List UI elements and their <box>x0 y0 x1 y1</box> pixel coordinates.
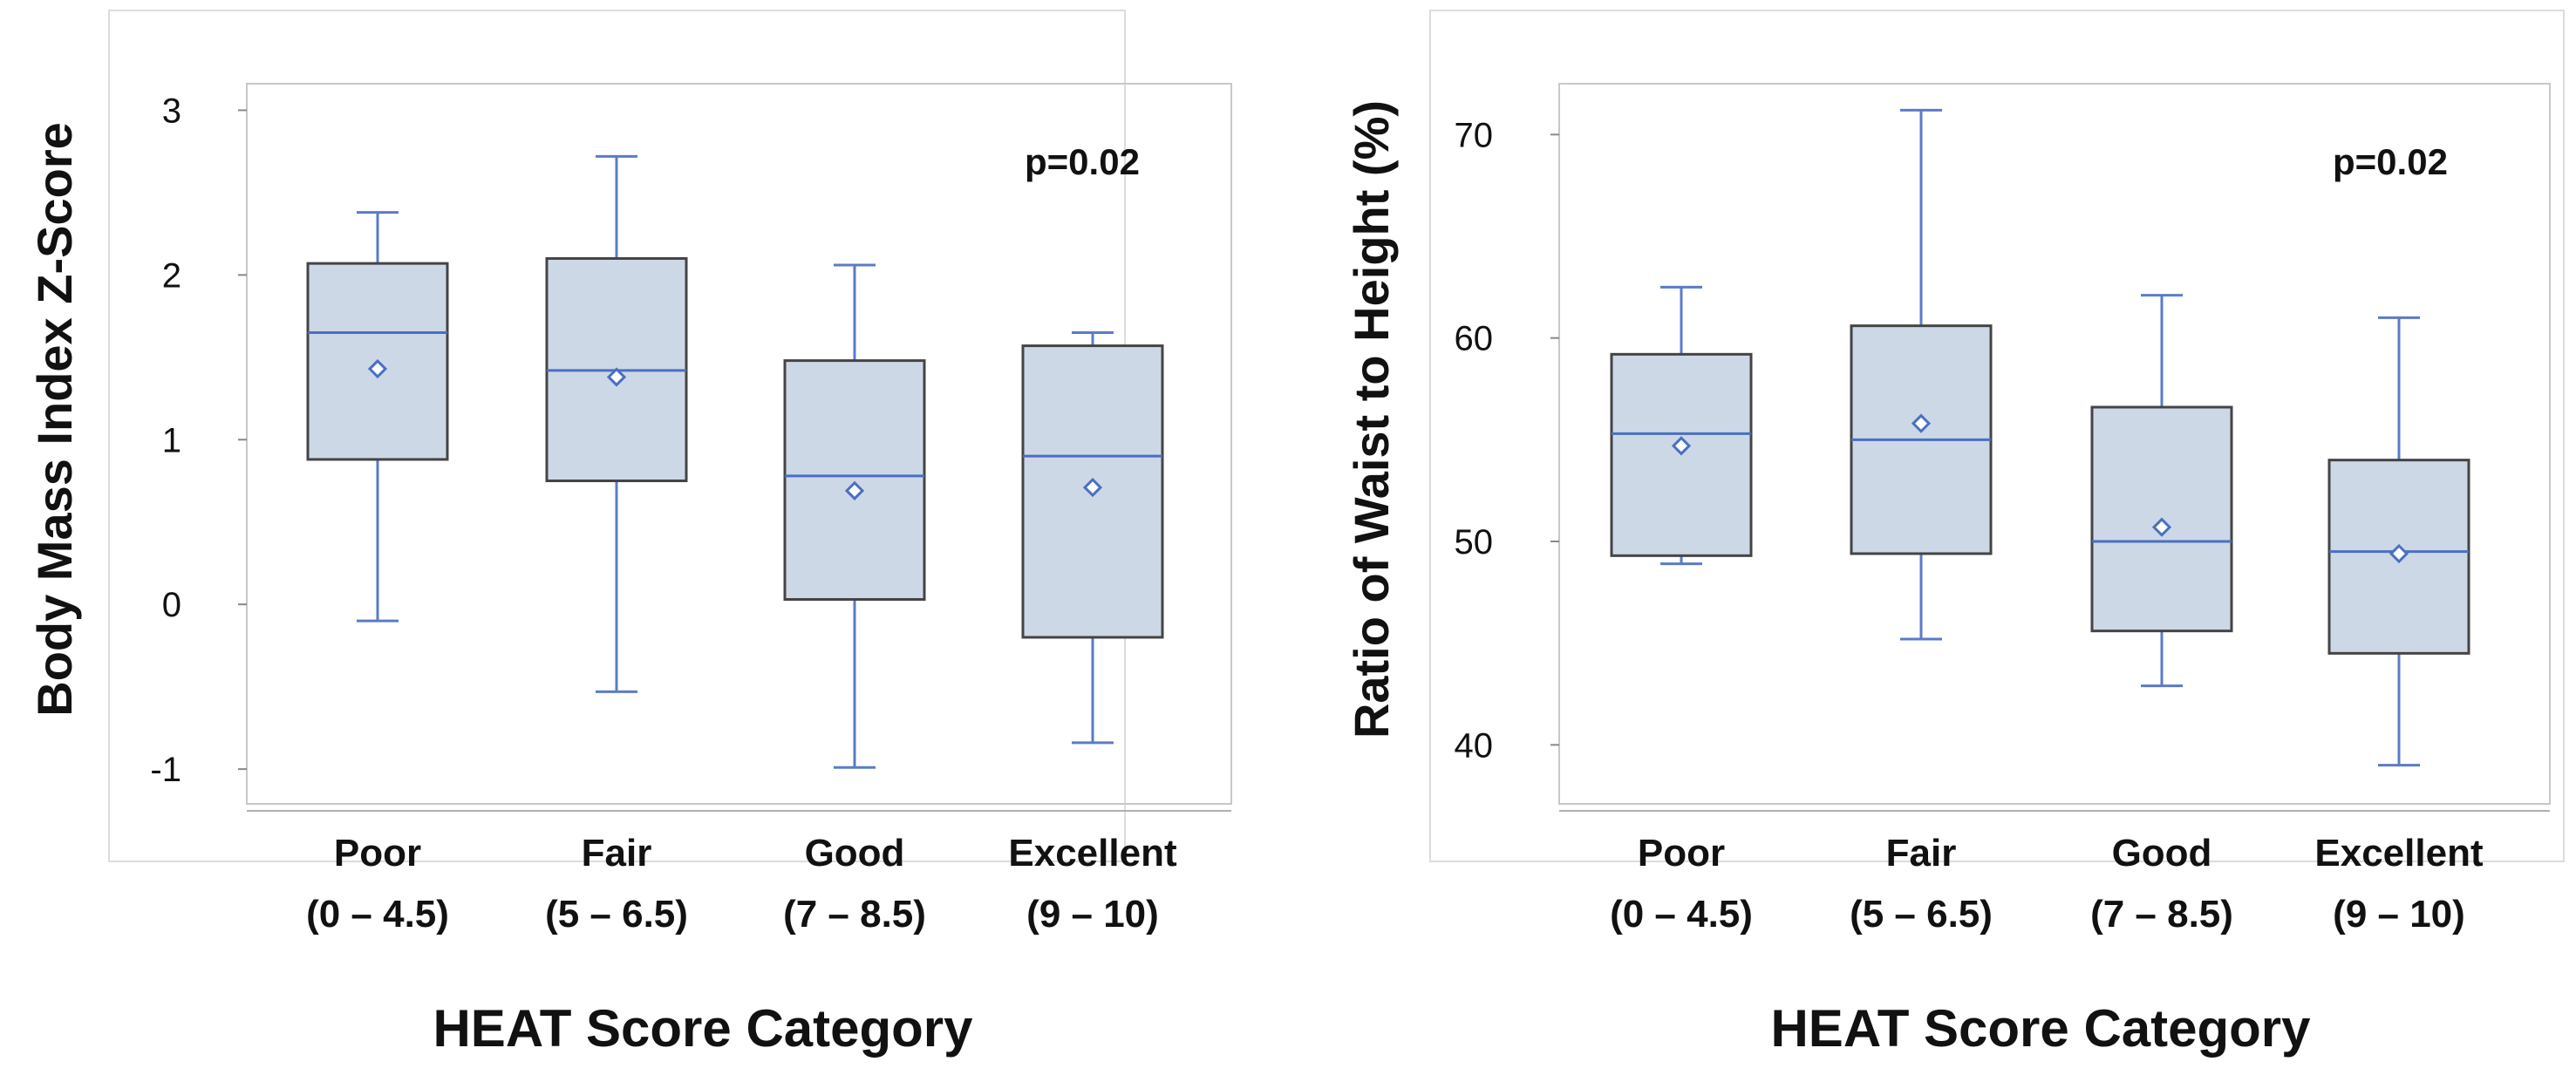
y-axis-title: Ratio of Waist to Height (%) <box>1344 100 1399 738</box>
box-good <box>783 263 926 769</box>
box-poor <box>1610 285 1753 566</box>
category-label: Good <box>805 832 905 874</box>
box-excellent <box>1021 330 1164 745</box>
x-axis-title: HEAT Score Category <box>433 999 973 1058</box>
plot-area <box>246 83 1232 805</box>
y-tick-label: 60 <box>1455 320 1494 358</box>
y-tick-label: 50 <box>1455 523 1494 561</box>
y-axis-title: Body Mass Index Z-Score <box>27 122 82 717</box>
category-range: (7 – 8.5) <box>783 893 926 936</box>
mean-marker <box>606 367 627 387</box>
y-tick-label: 0 <box>162 586 181 624</box>
mean-marker <box>2151 517 2172 537</box>
category-label: Poor <box>334 832 421 874</box>
p-value-annotation: p=0.02 <box>2333 141 2448 182</box>
category-range: (5 – 6.5) <box>1850 893 1993 936</box>
category-range: (0 – 4.5) <box>1610 893 1753 936</box>
category-range: (7 – 8.5) <box>2090 893 2233 936</box>
category-label: Poor <box>1638 832 1725 874</box>
box-good <box>2090 294 2233 688</box>
category-range: (5 – 6.5) <box>545 893 688 936</box>
category-range: (9 – 10) <box>2333 893 2465 936</box>
box-fair <box>545 154 688 693</box>
y-tick-label: 70 <box>1455 116 1494 154</box>
x-axis-title: HEAT Score Category <box>1770 999 2311 1058</box>
category-range: (0 – 4.5) <box>306 893 449 936</box>
mean-marker <box>367 358 388 379</box>
mean-marker <box>1911 413 1932 433</box>
chart-panel-2: 70 60 50 40 Poor (0 – 4.5) Fair (5 – 6.5) Good (7… <box>1344 10 2565 1058</box>
panel-frame <box>1429 10 2565 862</box>
y-tick-label: 3 <box>162 92 181 130</box>
category-range: (9 – 10) <box>1026 893 1159 936</box>
box-poor <box>306 211 449 623</box>
y-tick-label: 2 <box>162 256 181 295</box>
box-fair <box>1850 108 1993 641</box>
mean-marker <box>1082 477 1103 498</box>
y-tick-label: 1 <box>162 421 181 459</box>
category-label: Excellent <box>2314 832 2484 874</box>
category-label: Fair <box>582 832 652 874</box>
category-label: Fair <box>1886 832 1957 874</box>
category-label: Good <box>2112 832 2212 874</box>
mean-marker <box>1671 436 1692 456</box>
mean-marker <box>2389 543 2409 564</box>
mean-marker <box>844 480 865 500</box>
chart-panel-1: 3 2 1 0 -1 Poor (0 – 4.5) Fair (5 – 6.5) Good (7 –… <box>27 10 1232 1058</box>
y-tick-label: -1 <box>150 751 181 789</box>
category-label: Excellent <box>1008 832 1177 874</box>
box-excellent <box>2327 316 2470 767</box>
p-value-annotation: p=0.02 <box>1025 141 1140 182</box>
iqr-box <box>783 359 926 602</box>
plot-area <box>1558 83 2551 805</box>
y-tick-label: 40 <box>1455 726 1494 765</box>
